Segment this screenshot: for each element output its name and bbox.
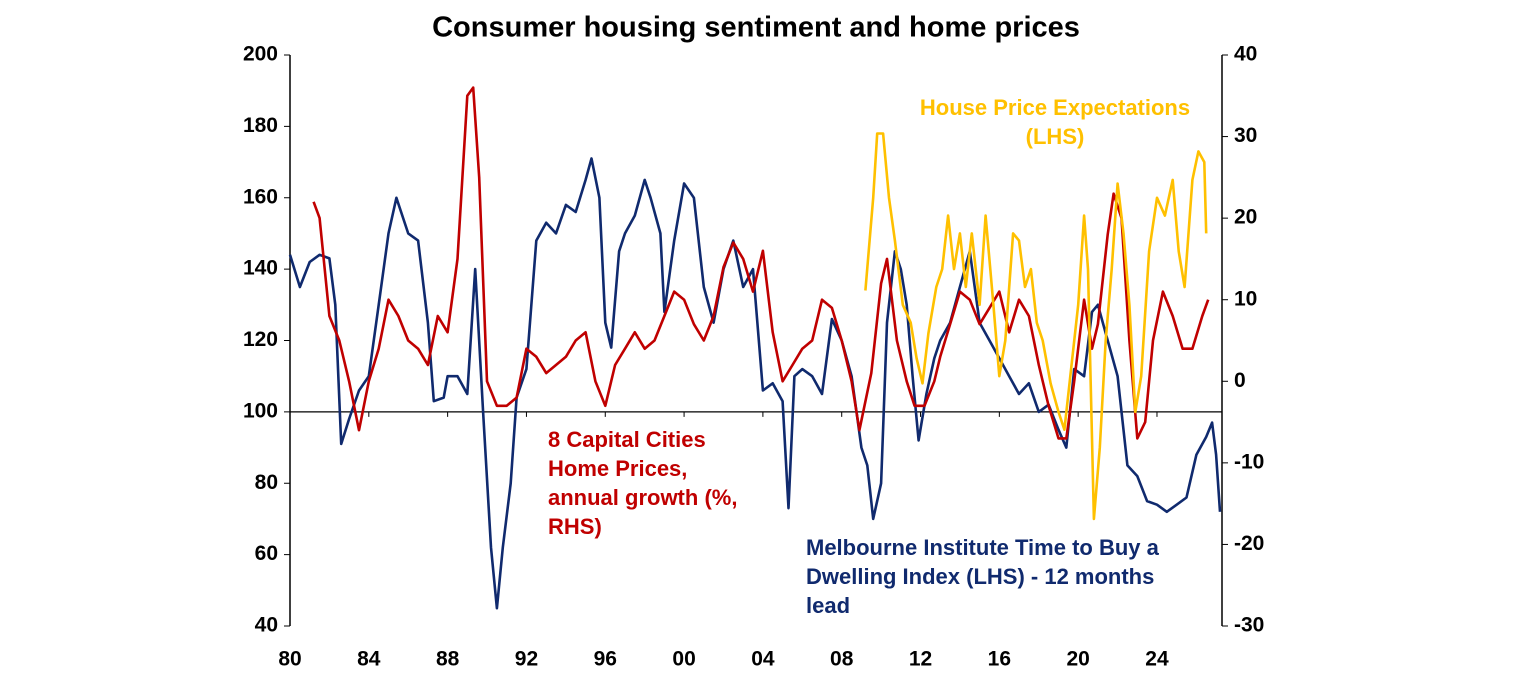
series-line [312, 86, 1210, 440]
x-tick-label: 20 [1066, 648, 1089, 671]
y-tick-label: 100 [243, 399, 278, 422]
y2-tick-label: 0 [1234, 369, 1246, 392]
x-tick-label: 88 [436, 648, 460, 671]
x-tick-label: 12 [909, 648, 932, 671]
y-tick-label: 120 [243, 328, 278, 351]
x-tick-label: 16 [988, 648, 1011, 671]
x-tick-label: 08 [830, 648, 854, 671]
series-label: House Price Expectations (LHS) [919, 95, 1191, 149]
series-label: 8 Capital Cities Home Prices, annual gro… [548, 427, 738, 539]
series-label: Melbourne Institute Time to Buy a Dwelli… [806, 535, 1159, 618]
x-tick-label: 00 [672, 648, 695, 671]
y-tick-label: 200 [243, 43, 278, 66]
x-tick-label: 04 [751, 648, 775, 671]
y2-tick-label: 10 [1234, 287, 1257, 310]
chart-title: Consumer housing sentiment and home pric… [432, 12, 1080, 44]
y2-tick-label: -30 [1234, 614, 1264, 637]
y-tick-label: 140 [243, 257, 278, 280]
x-tick-label: 96 [594, 648, 617, 671]
y-tick-label: 60 [255, 542, 278, 565]
x-tick-label: 92 [515, 648, 538, 671]
y-tick-label: 160 [243, 185, 278, 208]
y2-tick-label: -20 [1234, 532, 1264, 555]
y-tick-label: 80 [255, 471, 278, 494]
y2-tick-label: 30 [1234, 124, 1257, 147]
y-tick-label: 40 [255, 614, 278, 637]
x-tick-label: 84 [357, 648, 381, 671]
series-line [864, 132, 1208, 521]
y2-tick-label: 20 [1234, 206, 1257, 229]
y-tick-label: 180 [243, 114, 278, 137]
x-tick-label: 80 [278, 648, 301, 671]
y2-tick-label: 40 [1234, 43, 1257, 66]
x-tick-label: 24 [1145, 648, 1169, 671]
series-line [288, 157, 1222, 610]
y2-tick-label: -10 [1234, 450, 1264, 473]
